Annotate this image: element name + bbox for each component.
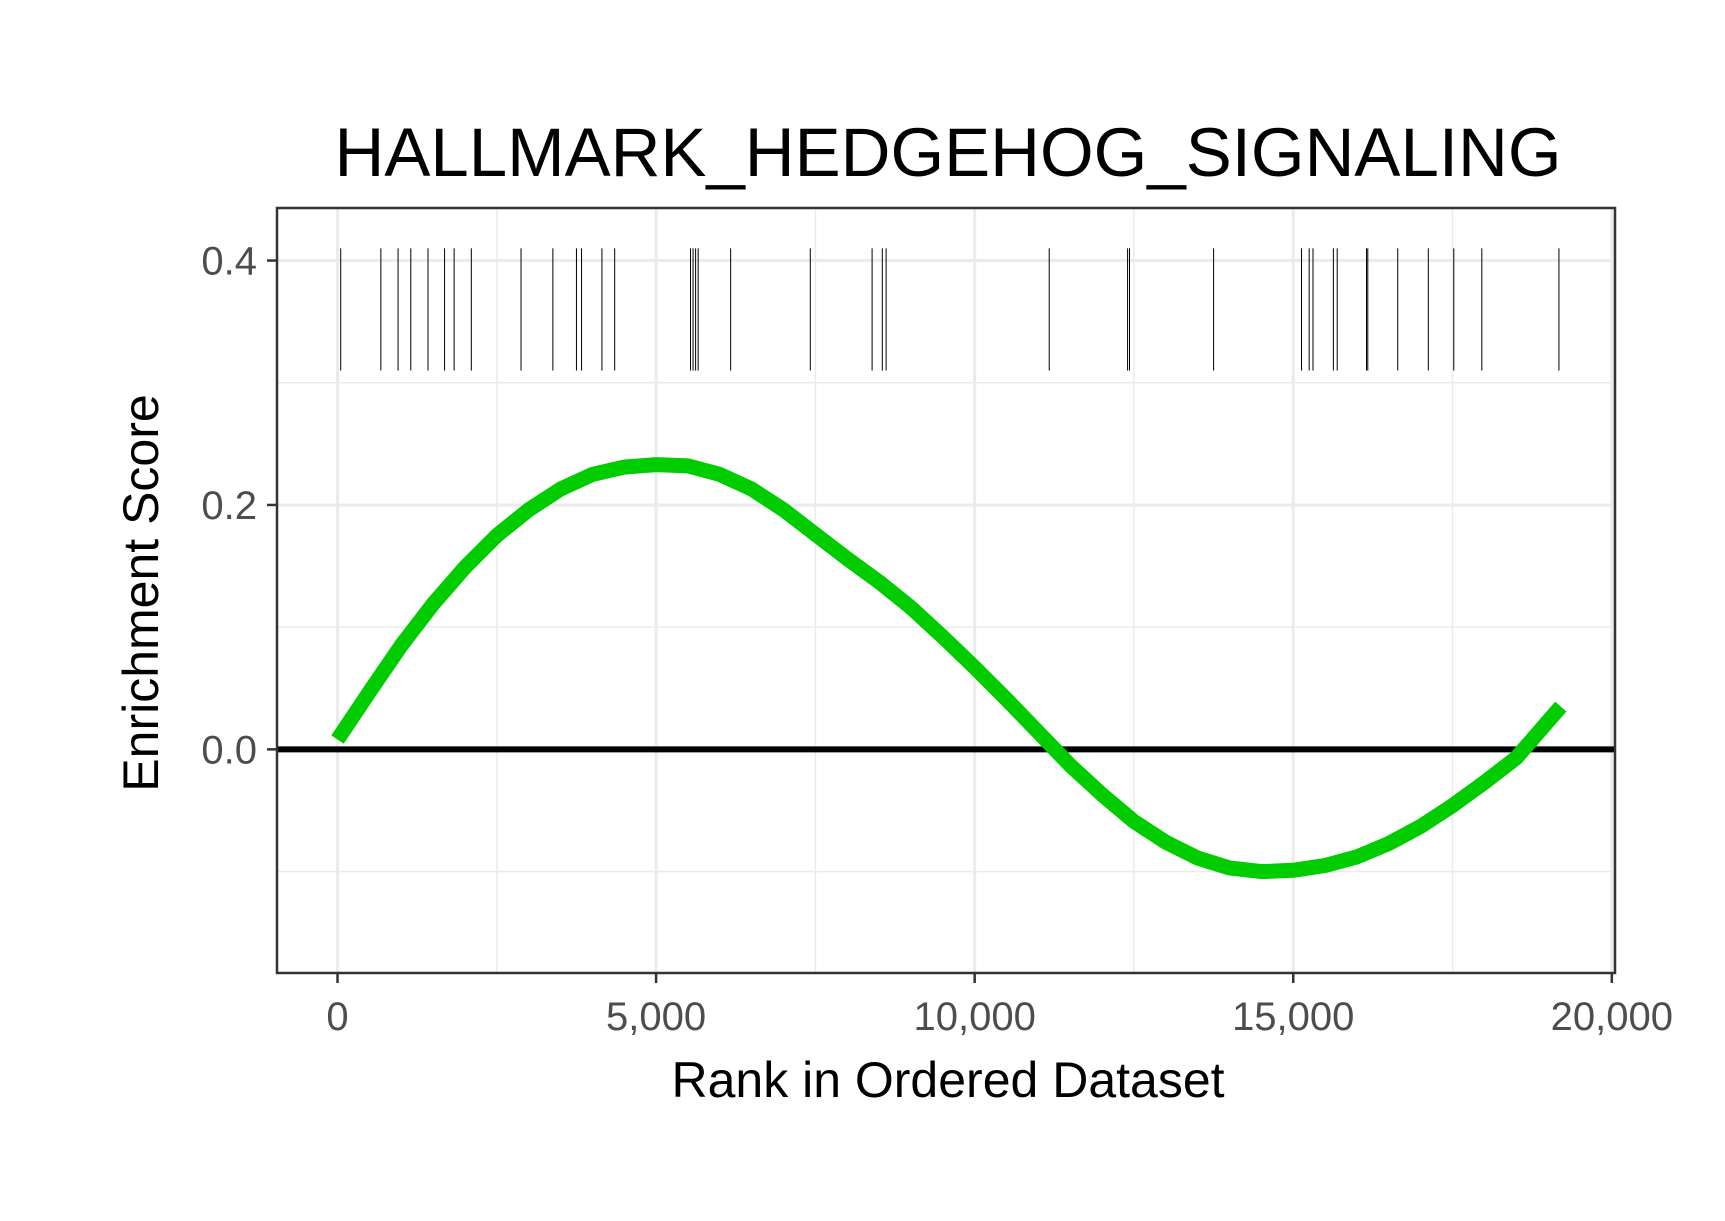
x-tick-label: 20,000 bbox=[1551, 995, 1673, 1039]
x-tick-label: 15,000 bbox=[1232, 995, 1354, 1039]
x-tick-label: 5,000 bbox=[606, 995, 706, 1039]
y-tick-label: 0.4 bbox=[201, 240, 257, 284]
y-tick-label: 0.0 bbox=[201, 728, 257, 772]
x-tick-label: 10,000 bbox=[913, 995, 1035, 1039]
y-axis-ticks: 0.0 0.2 0.4 bbox=[201, 240, 277, 772]
panel-border bbox=[275, 206, 1617, 975]
gene-hit-marks bbox=[340, 248, 1560, 371]
y-tick-label: 0.2 bbox=[201, 484, 257, 528]
x-tick-label: 0 bbox=[326, 995, 348, 1039]
enrichment-score-curve bbox=[331, 457, 1567, 880]
major-gridlines bbox=[277, 208, 1615, 973]
chart-title: HALLMARK_HEDGEHOG_SIGNALING bbox=[334, 114, 1561, 191]
y-axis-title: Enrichment Score bbox=[113, 394, 169, 791]
x-axis-ticks: 0 5,000 10,000 15,000 20,000 bbox=[326, 973, 1673, 1039]
minor-gridlines bbox=[277, 208, 1615, 973]
x-axis-title: Rank in Ordered Dataset bbox=[671, 1052, 1224, 1108]
